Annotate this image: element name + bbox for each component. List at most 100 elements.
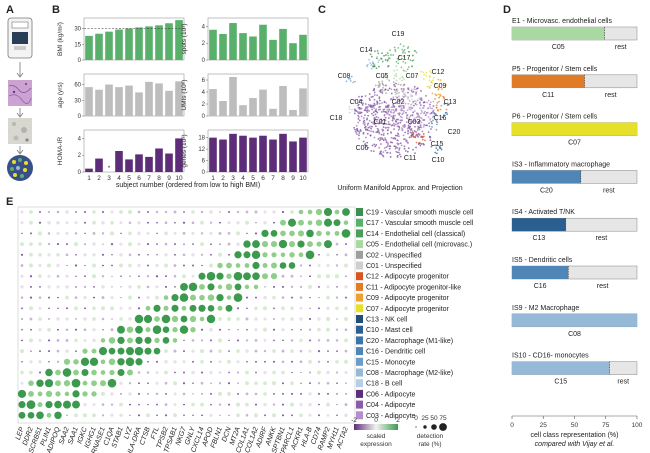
bar-fill	[512, 122, 637, 136]
umap-point	[345, 80, 348, 83]
dot	[289, 402, 295, 407]
bar	[289, 43, 297, 60]
umap-point	[366, 132, 369, 135]
dot	[235, 263, 241, 268]
umap-point	[389, 49, 391, 52]
umap-point	[397, 95, 400, 98]
dot	[155, 360, 159, 363]
dot	[119, 253, 123, 257]
bar	[239, 135, 247, 172]
dot	[253, 284, 259, 290]
dot	[226, 262, 232, 269]
dot	[217, 338, 223, 343]
dot	[261, 229, 269, 238]
dot	[100, 338, 106, 343]
dot	[164, 414, 168, 417]
umap-point	[356, 133, 358, 136]
cluster-label-c01: C01	[374, 119, 387, 126]
dot	[299, 317, 303, 321]
umap-point	[356, 111, 359, 113]
dot	[299, 285, 303, 289]
umap-point	[435, 94, 438, 97]
umap-point	[380, 118, 383, 121]
dot	[173, 231, 177, 235]
dot	[137, 210, 141, 214]
umap-point	[387, 123, 390, 126]
dot	[316, 230, 322, 237]
umap-point	[429, 103, 431, 106]
dot	[236, 221, 240, 225]
dot	[264, 360, 266, 363]
dot	[344, 338, 348, 343]
dot	[20, 274, 24, 278]
dot	[219, 414, 221, 416]
dot	[218, 328, 222, 331]
dot	[83, 295, 87, 300]
dot	[36, 411, 44, 420]
dot	[101, 317, 105, 321]
y-tick-label: 30	[74, 27, 81, 33]
dot	[245, 317, 249, 321]
dot	[20, 242, 24, 247]
dot	[65, 295, 69, 300]
dot	[119, 317, 123, 321]
umap-point	[422, 119, 425, 121]
dot	[161, 314, 171, 324]
umap-point	[382, 86, 385, 89]
umap-point	[370, 130, 372, 133]
umap-point	[439, 95, 441, 97]
umap-point	[395, 82, 397, 85]
dot	[138, 275, 140, 278]
umap-point	[405, 70, 407, 73]
dot	[255, 371, 257, 374]
x-tick-label: 9	[291, 175, 295, 182]
dot	[200, 242, 204, 247]
dot	[236, 231, 240, 236]
umap-point	[401, 100, 404, 103]
umap-point	[377, 61, 380, 64]
umap-point	[388, 79, 391, 82]
umap-point	[415, 51, 418, 54]
dot	[243, 272, 251, 281]
umap-point	[415, 101, 417, 104]
dot	[264, 286, 266, 288]
bar	[95, 33, 103, 60]
umap-caption: Uniform Manifold Approx. and Projection	[337, 185, 462, 192]
dot	[47, 327, 51, 332]
umap-point	[433, 112, 436, 115]
dot	[154, 337, 160, 344]
dot	[28, 391, 34, 397]
umap-point	[350, 75, 353, 78]
umap-point	[436, 149, 439, 151]
dot	[28, 380, 34, 386]
dot	[108, 347, 116, 355]
dot	[181, 305, 187, 311]
umap-point	[396, 96, 399, 99]
umap-point	[374, 113, 377, 116]
dot	[37, 391, 43, 397]
dot	[48, 307, 50, 310]
dot	[155, 295, 159, 300]
umap-point	[378, 82, 381, 85]
umap-point	[381, 82, 384, 85]
dot	[234, 283, 242, 291]
x-tick-label: 2	[221, 175, 225, 182]
cluster-label-c14: C14	[360, 47, 373, 54]
umap-point	[365, 144, 367, 147]
umap-point	[393, 118, 396, 121]
dot	[254, 392, 258, 396]
bar-fill	[512, 27, 605, 40]
dot	[92, 210, 96, 214]
dot	[326, 370, 330, 375]
cluster-swatch	[356, 347, 363, 356]
dot	[226, 316, 232, 322]
dot	[263, 317, 267, 321]
y-tick-label: 0	[202, 58, 206, 64]
umap-point	[390, 88, 393, 91]
umap-point	[428, 122, 430, 125]
dot	[48, 211, 50, 213]
bar	[279, 86, 287, 116]
dot	[71, 378, 81, 388]
umap-point	[349, 77, 352, 80]
